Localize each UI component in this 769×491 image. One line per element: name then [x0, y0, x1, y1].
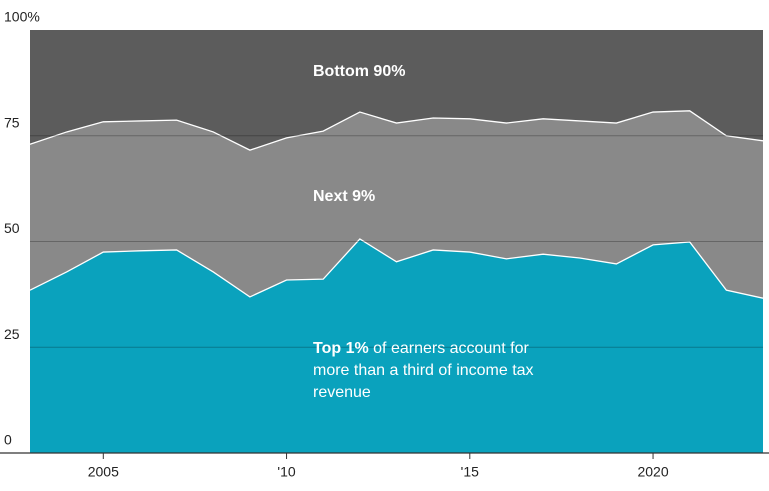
y-tick-label: 50 [4, 220, 20, 236]
area [30, 110, 763, 299]
x-tick-label: '10 [277, 464, 295, 480]
area [30, 30, 763, 151]
area-edge [29, 110, 764, 151]
series-label: Bottom 90% [313, 63, 405, 80]
annotation: Top 1% of earners account for more than … [313, 338, 563, 404]
series-label: Next 9% [313, 188, 375, 205]
annotation-text: of earners account for more than a third… [313, 340, 534, 401]
y-tick-label: 25 [4, 326, 20, 342]
area [30, 238, 763, 453]
x-tick-label: 2020 [637, 464, 668, 480]
y-tick-label: 0 [4, 432, 12, 448]
area-edge [29, 238, 764, 299]
x-tick-label: '15 [461, 464, 479, 480]
y-tick-label: 75 [4, 114, 20, 130]
x-tick-label: 2005 [88, 464, 119, 480]
y-tick-label: 100% [4, 9, 40, 25]
series-label: Top 1% [313, 340, 369, 357]
